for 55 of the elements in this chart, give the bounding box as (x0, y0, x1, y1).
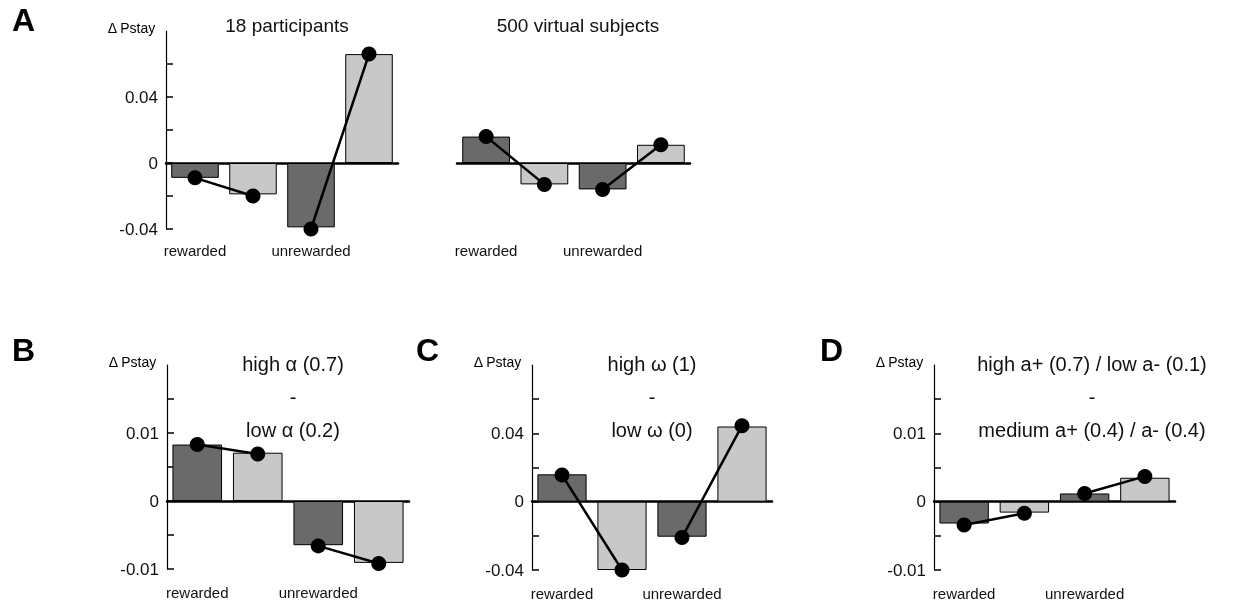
point (250, 446, 266, 462)
point (310, 538, 326, 554)
x-tick-label: rewarded (932, 585, 996, 602)
point (189, 437, 205, 453)
x-tick-label: rewarded (165, 584, 229, 601)
point (1016, 505, 1032, 521)
x-tick-label: rewarded (530, 585, 594, 602)
y-tick-label: 0 (149, 491, 159, 511)
y-tick-label: 0.04 (490, 423, 524, 443)
y-axis-title: Δ Pstay (107, 20, 156, 36)
point (734, 418, 750, 434)
y-tick-label: 0 (148, 153, 158, 173)
chart-title: 500 virtual subjects (496, 14, 660, 36)
point (1137, 468, 1153, 484)
point (371, 556, 387, 572)
text: high ω (1) - low ω (0) (607, 352, 697, 441)
point (554, 467, 570, 483)
point (361, 46, 377, 62)
x-tick-label: unrewarded (278, 584, 358, 601)
point (674, 530, 690, 546)
y-tick-label: -0.01 (120, 559, 159, 579)
text: high α (0.7) - low α (0.2) (242, 352, 344, 441)
y-axis-title: Δ Pstay (875, 354, 924, 370)
y-tick-label: -0.04 (119, 219, 158, 239)
text: D (820, 332, 844, 368)
x-tick-label: rewarded (163, 242, 227, 259)
x-tick-label: unrewarded (1045, 585, 1125, 602)
x-tick-label: unrewarded (642, 585, 722, 602)
y-tick-label: -0.01 (887, 560, 926, 580)
x-tick-label: rewarded (454, 242, 518, 259)
text: high a+ (0.7) / low a- (0.1) - medium a+ (0.4) / a- (0.4) (977, 352, 1207, 441)
point (653, 137, 669, 153)
point (536, 176, 552, 192)
y-tick-label: 0.01 (125, 423, 159, 443)
text: C (416, 332, 440, 368)
point (614, 562, 630, 578)
point (956, 517, 972, 533)
point (303, 221, 319, 237)
y-tick-label: 0 (916, 492, 926, 512)
y-tick-label: 0 (514, 492, 524, 512)
y-tick-label: -0.04 (485, 560, 524, 580)
y-tick-label: 0.01 (892, 423, 926, 443)
y-tick-label: 0.04 (124, 87, 158, 107)
y-axis-title: Δ Pstay (108, 354, 157, 370)
y-axis-title: Δ Pstay (473, 354, 522, 370)
text: B (12, 332, 36, 368)
text: A (12, 2, 36, 38)
point (1077, 485, 1093, 501)
chart-title: 18 participants (225, 14, 349, 36)
point (245, 188, 261, 204)
x-tick-label: unrewarded (563, 242, 643, 259)
point (187, 170, 203, 186)
point (478, 129, 494, 145)
x-tick-label: unrewarded (271, 242, 351, 259)
point (595, 181, 611, 197)
